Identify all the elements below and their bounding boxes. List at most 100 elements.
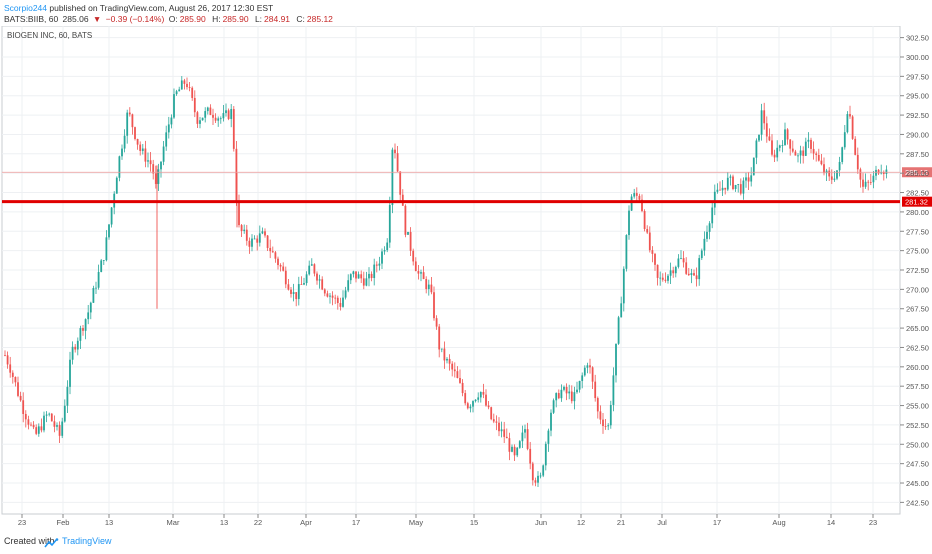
candle-body: [737, 184, 740, 186]
candle-body: [659, 277, 662, 279]
candle-body: [594, 381, 597, 399]
candle-body: [724, 187, 727, 190]
candle-body: [136, 138, 139, 145]
candle-body: [271, 251, 274, 253]
candle-body: [50, 413, 53, 422]
candle-body: [321, 279, 324, 290]
candle-body: [186, 83, 188, 88]
candle-body: [66, 386, 69, 406]
candle-body: [279, 265, 282, 267]
candle-body: [490, 407, 493, 420]
close-label: C:: [296, 14, 305, 24]
candle-body: [355, 271, 357, 279]
candle-body: [183, 80, 186, 84]
candle-body: [799, 150, 802, 156]
candle-body: [758, 134, 760, 141]
candle-body: [443, 348, 446, 361]
candle-body: [542, 465, 545, 476]
price-axis[interactable]: 242.50 245.00 247.50 250.00 252.50 255.00 257.…: [900, 34, 929, 508]
candle-body: [776, 147, 779, 158]
candle-body: [703, 238, 706, 251]
candle-body: [521, 432, 524, 442]
candle-body: [771, 140, 773, 155]
candle-body: [433, 292, 435, 319]
candle-body: [812, 148, 815, 154]
candle-body: [511, 446, 513, 452]
candle-body: [199, 120, 201, 124]
chart-header: Scorpio244 published on TradingView.com,…: [0, 0, 932, 26]
candle-body: [165, 132, 168, 147]
candle-body: [266, 235, 269, 248]
current-price-tag: [902, 167, 932, 178]
candle-body: [477, 397, 480, 400]
x-tick-label: 23: [18, 518, 26, 527]
y-tick-label: 250.00: [906, 440, 929, 449]
candle-body: [794, 151, 797, 156]
candle-body: [303, 283, 305, 285]
candle-body: [711, 207, 714, 224]
candle-body: [596, 398, 599, 412]
candle-body: [742, 180, 745, 194]
high-value: 285.90: [222, 14, 249, 24]
candle-body: [672, 270, 675, 274]
candle-body: [529, 448, 532, 464]
candle-body: [92, 288, 95, 303]
candle-body: [22, 400, 25, 414]
y-tick-label: 252.50: [906, 421, 929, 430]
candle-body: [147, 160, 149, 162]
candle-body: [882, 172, 885, 174]
author-link[interactable]: Scorpio244: [4, 3, 48, 13]
candle-body: [297, 284, 300, 300]
candle-body: [139, 144, 142, 151]
candle-body: [537, 475, 539, 483]
candle-body: [170, 117, 173, 125]
x-tick-label: Jul: [657, 518, 667, 527]
price-chart[interactable]: BIOGEN INC, 60, BATS 285.12 281.32 242.50…: [0, 26, 932, 532]
candle-body: [97, 271, 100, 288]
candle-body: [201, 117, 204, 121]
candle-body: [30, 424, 32, 426]
candle-body: [482, 392, 485, 395]
candle-body: [815, 153, 818, 155]
candle-body: [440, 348, 443, 350]
candle-body: [461, 382, 464, 394]
down-arrow-icon: ▼: [92, 14, 102, 24]
candle-body: [560, 389, 563, 399]
candle-body: [856, 154, 859, 170]
y-tick-label: 277.50: [906, 227, 929, 236]
candle-body: [615, 343, 617, 376]
price-change: −0.39 (−0.14%): [105, 14, 165, 24]
candle-body: [391, 149, 394, 206]
candle-body: [370, 273, 373, 279]
candle-body: [115, 177, 118, 194]
tradingview-logo-icon[interactable]: [44, 536, 59, 554]
chart-title: BIOGEN INC, 60, BATS: [7, 31, 92, 40]
candle-body: [352, 271, 355, 275]
y-tick-label: 295.00: [906, 92, 929, 101]
candle-body: [635, 193, 638, 196]
candle-body: [336, 297, 339, 304]
candle-body: [102, 260, 105, 261]
candle-body: [589, 365, 591, 368]
published-text: published on TradingView.com, August 26,…: [49, 3, 274, 13]
candle-body: [368, 273, 370, 279]
x-tick-label: 22: [254, 518, 262, 527]
candle-body: [48, 413, 51, 415]
low-value: 284.91: [264, 14, 291, 24]
candle-body: [734, 185, 737, 190]
candle-body: [196, 112, 199, 124]
candle-body: [95, 287, 97, 289]
candle-body: [349, 274, 352, 281]
candle-body: [160, 161, 162, 170]
candle-body: [508, 438, 511, 452]
tradingview-link[interactable]: TradingView: [62, 536, 112, 546]
time-axis[interactable]: 23 Feb 13 Mar 13 22 Apr 17 May 15 Jun 12 21 Jul 17 Aug 1…: [18, 514, 877, 527]
candle-body: [274, 252, 277, 259]
candle-body: [375, 264, 378, 266]
x-tick-label: 14: [827, 518, 835, 527]
candle-body: [456, 371, 459, 378]
candle-body: [557, 393, 560, 399]
candle-body: [586, 365, 589, 368]
candle-body: [100, 260, 103, 272]
candle-body: [674, 266, 677, 274]
